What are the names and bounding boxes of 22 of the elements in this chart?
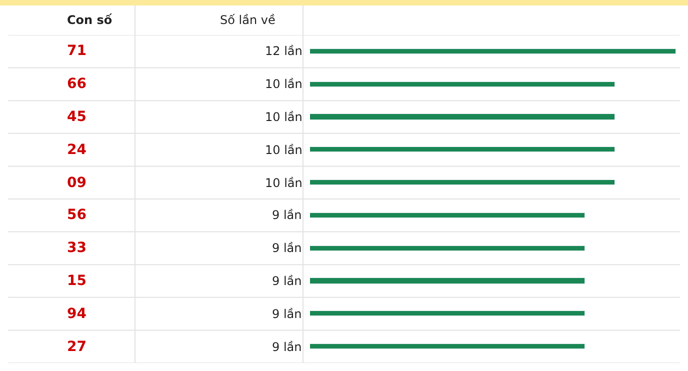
data-label: 10 lần: [265, 110, 302, 124]
y-tick-label: 71: [67, 43, 86, 59]
data-label: 9 lần: [272, 340, 302, 354]
y-tick-label: 09: [67, 175, 86, 191]
text: Con số: [67, 13, 113, 27]
y-tick-label: 56: [67, 207, 86, 223]
data-label: 9 lần: [272, 274, 302, 288]
text: Số lần về: [220, 13, 276, 27]
data-label: 10 lần: [265, 143, 302, 157]
data-label: 9 lần: [272, 307, 302, 321]
data-label: 10 lần: [265, 176, 302, 190]
data-label: 9 lần: [272, 208, 302, 222]
y-tick-label: 94: [67, 306, 87, 322]
data-label: 10 lần: [265, 77, 302, 91]
y-tick-label: 27: [67, 339, 86, 355]
y-tick-label: 33: [67, 240, 86, 256]
y-tick-label: 66: [67, 76, 86, 92]
y-tick-label: 15: [67, 273, 86, 289]
y-tick-label: 24: [67, 142, 87, 158]
data-label: 9 lần: [272, 241, 302, 255]
y-tick-label: 45: [67, 109, 86, 125]
data-label: 12 lần: [265, 44, 302, 58]
